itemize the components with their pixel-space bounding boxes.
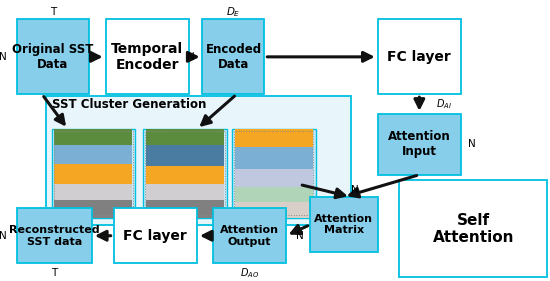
FancyBboxPatch shape <box>54 184 133 200</box>
FancyBboxPatch shape <box>146 129 224 145</box>
FancyBboxPatch shape <box>54 145 133 164</box>
FancyBboxPatch shape <box>399 180 547 277</box>
FancyBboxPatch shape <box>106 19 189 94</box>
Text: $D_{AO}$: $D_{AO}$ <box>240 266 259 280</box>
FancyBboxPatch shape <box>16 19 89 94</box>
Text: Temporal
Encoder: Temporal Encoder <box>111 42 183 72</box>
Text: FC layer: FC layer <box>387 50 451 64</box>
FancyBboxPatch shape <box>146 200 224 218</box>
FancyBboxPatch shape <box>143 129 227 218</box>
Text: $D_{AI}$: $D_{AI}$ <box>436 97 452 111</box>
Text: Encoded
Data: Encoded Data <box>205 43 261 71</box>
Text: FC layer: FC layer <box>123 229 187 243</box>
FancyBboxPatch shape <box>16 208 92 264</box>
Text: Attention
Matrix: Attention Matrix <box>315 214 373 235</box>
FancyBboxPatch shape <box>54 200 133 218</box>
Text: $D_E$: $D_E$ <box>226 6 241 19</box>
Text: N: N <box>0 52 7 62</box>
FancyBboxPatch shape <box>310 197 378 252</box>
Text: N: N <box>0 231 7 241</box>
Text: N: N <box>468 139 476 149</box>
Text: N: N <box>295 231 304 241</box>
FancyBboxPatch shape <box>235 129 313 147</box>
FancyBboxPatch shape <box>146 184 224 200</box>
Text: Attention
Output: Attention Output <box>220 225 279 246</box>
FancyBboxPatch shape <box>114 208 197 264</box>
FancyBboxPatch shape <box>52 129 135 218</box>
Text: N: N <box>351 185 359 195</box>
FancyBboxPatch shape <box>232 129 316 218</box>
FancyBboxPatch shape <box>202 19 265 94</box>
FancyBboxPatch shape <box>235 187 313 202</box>
Text: Attention
Input: Attention Input <box>388 130 450 158</box>
FancyBboxPatch shape <box>378 19 461 94</box>
FancyBboxPatch shape <box>378 114 461 175</box>
FancyBboxPatch shape <box>146 166 224 184</box>
Text: Original SST
Data: Original SST Data <box>12 43 94 71</box>
Text: Reconstructed
SST data: Reconstructed SST data <box>9 225 100 246</box>
FancyBboxPatch shape <box>235 202 313 218</box>
Text: SST Cluster Generation: SST Cluster Generation <box>52 98 206 112</box>
FancyBboxPatch shape <box>54 129 133 145</box>
FancyBboxPatch shape <box>213 208 286 264</box>
Text: Self
Attention: Self Attention <box>432 213 514 245</box>
FancyBboxPatch shape <box>235 147 313 169</box>
Text: N: N <box>187 52 195 62</box>
Text: T: T <box>51 268 57 278</box>
FancyBboxPatch shape <box>146 145 224 166</box>
Text: T: T <box>50 8 56 17</box>
FancyBboxPatch shape <box>46 96 351 225</box>
FancyBboxPatch shape <box>235 169 313 187</box>
FancyBboxPatch shape <box>54 164 133 184</box>
